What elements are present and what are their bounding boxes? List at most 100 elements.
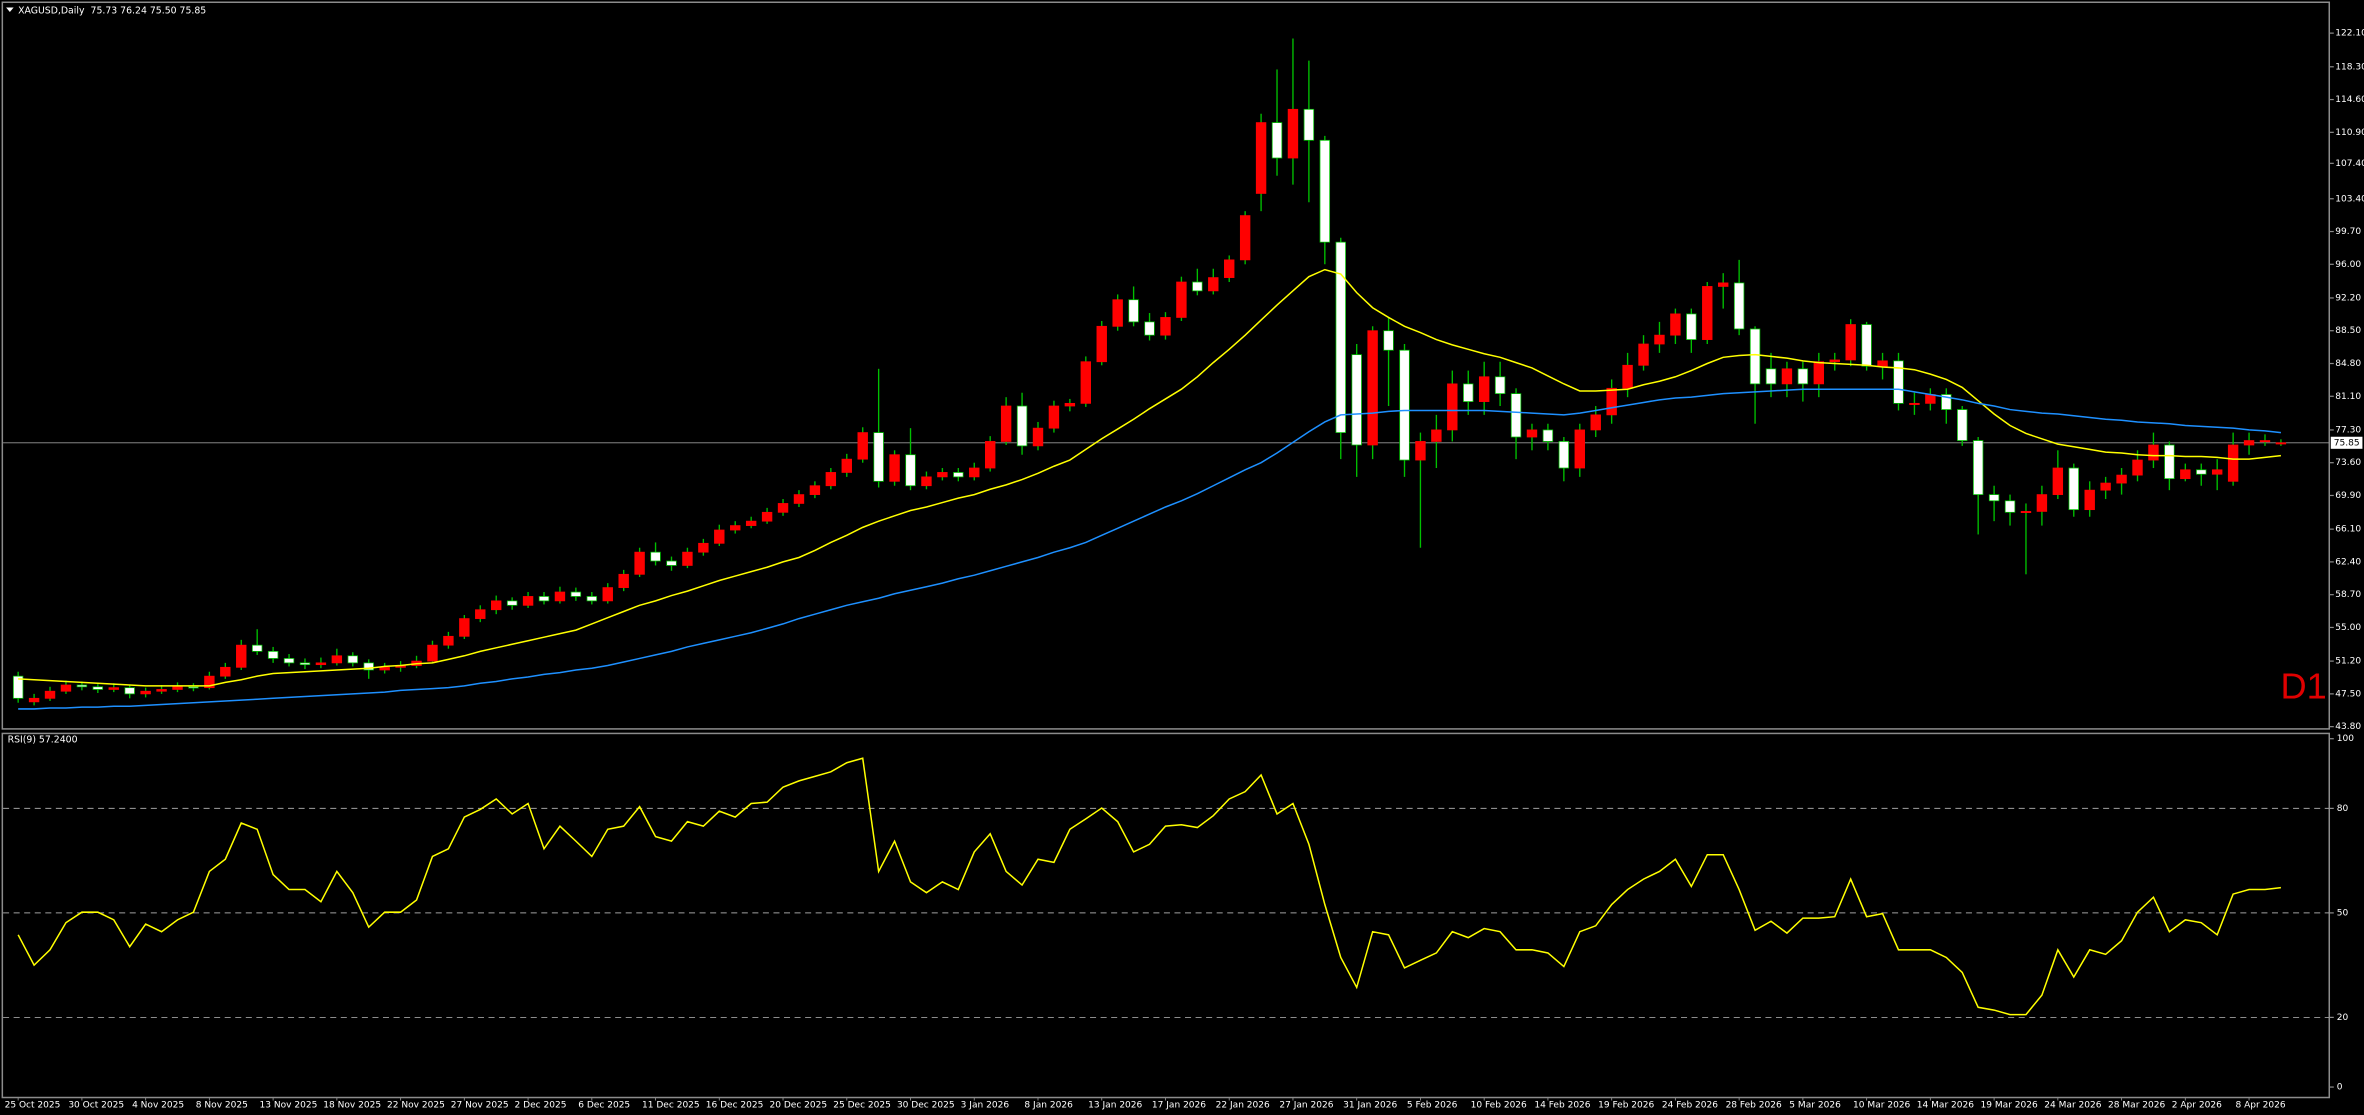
candle-body (1224, 259, 1235, 278)
y-tick-label: 110.90 (2335, 128, 2364, 138)
y-tick-label: 80 (2337, 804, 2349, 814)
y-tick-label: 100 (2337, 734, 2354, 744)
candle-body (1096, 325, 1107, 363)
candle-body (1287, 108, 1299, 159)
candle-body (905, 454, 916, 487)
candle-body (1431, 429, 1442, 442)
candle-body (1271, 122, 1283, 159)
candle-body (1829, 359, 1840, 363)
candle-body (1845, 324, 1856, 361)
x-tick-label: 24 Feb 2026 (1662, 1101, 1718, 1111)
y-tick-label: 51.20 (2335, 657, 2361, 667)
candle-body (618, 573, 629, 588)
candle-body (1128, 299, 1139, 323)
candle-body (1972, 440, 1984, 495)
candle-body (1638, 343, 1649, 366)
y-tick-label: 20 (2337, 1013, 2349, 1023)
candle-body (602, 587, 613, 602)
y-tick-label: 55.00 (2335, 623, 2361, 633)
candle-body (1670, 313, 1681, 336)
candle-body (1702, 286, 1713, 340)
candle-body (1351, 354, 1362, 446)
x-tick-label: 30 Dec 2025 (897, 1101, 955, 1111)
current-price-tag-box (2330, 436, 2363, 449)
x-tick-label: 4 Nov 2025 (132, 1101, 184, 1111)
x-tick-label: 30 Oct 2025 (68, 1101, 124, 1111)
candle-body (459, 618, 470, 637)
x-tick-label: 25 Oct 2025 (5, 1101, 61, 1111)
candle-body (1032, 427, 1044, 447)
menu-arrow[interactable] (6, 7, 14, 13)
current-price-label: 75.85 (2334, 438, 2360, 448)
x-tick-label: 3 Jan 2026 (961, 1101, 1010, 1111)
candle-body (2243, 440, 2255, 446)
candle-body (634, 551, 645, 575)
candle-body (1144, 321, 1155, 336)
rsi-title: RSI(9) 57.2400 (8, 735, 78, 746)
y-tick-label: 114.60 (2335, 95, 2364, 105)
candle-body (841, 458, 852, 473)
candle-body (1988, 494, 2000, 502)
candle-body (2180, 469, 2191, 480)
y-tick-label: 0 (2337, 1083, 2343, 1093)
candle-body (188, 686, 199, 689)
candle-body (506, 600, 518, 606)
chart-title: XAGUSD,Daily 75.73 76.24 75.50 75.85 (18, 5, 206, 16)
candle-body (1909, 402, 1920, 405)
moving-average-line (18, 268, 2282, 687)
candle-body (1941, 394, 1952, 410)
candle-body (1064, 402, 1076, 407)
x-tick-label: 31 Jan 2026 (1343, 1101, 1397, 1111)
candle-body (969, 467, 980, 478)
candle-body (2068, 467, 2079, 511)
candle-body (1574, 429, 1585, 469)
candle-body (2020, 511, 2032, 514)
y-tick-label: 107.40 (2335, 159, 2364, 169)
y-tick-label: 81.10 (2335, 392, 2361, 402)
candle-body (889, 454, 900, 482)
candle-body (857, 432, 868, 460)
moving-average-line (18, 388, 2282, 710)
candle-body (379, 666, 390, 671)
x-tick-label: 8 Nov 2025 (196, 1101, 248, 1111)
candle-body (2132, 459, 2143, 476)
x-tick-label: 2 Dec 2025 (515, 1101, 567, 1111)
candle-body (554, 591, 566, 602)
candle-body (220, 666, 231, 677)
candle-body (315, 662, 327, 666)
candle-body (1813, 361, 1825, 385)
plot-layer: 122.10 118.30 114.60 110.90 107.40 103.40 99.7… (3, 29, 2364, 1111)
y-tick-label: 50 (2337, 908, 2349, 918)
candle-body (1367, 330, 1378, 446)
candle-body (2084, 489, 2095, 511)
candle-body (475, 609, 486, 619)
y-tick-label: 96.00 (2335, 260, 2361, 270)
candle-body (1447, 383, 1458, 431)
candle-body (809, 485, 821, 495)
candle-body (108, 687, 119, 690)
candle-body (682, 551, 693, 566)
candle-body (1415, 441, 1426, 461)
y-tick-label: 88.50 (2335, 326, 2361, 336)
candle-body (1893, 360, 1904, 404)
candle-body (1399, 349, 1410, 461)
x-tick-label: 28 Feb 2026 (1726, 1101, 1782, 1111)
candle-body (1383, 330, 1394, 351)
x-tick-label: 2 Apr 2026 (2172, 1101, 2222, 1111)
candle-body (1654, 334, 1665, 345)
candle-body (666, 560, 677, 566)
x-tick-label: 10 Mar 2026 (1853, 1101, 1911, 1111)
candle-body (251, 644, 263, 652)
candle-body (1016, 405, 1028, 447)
candle-body (1303, 108, 1315, 141)
candle-body (1957, 409, 1968, 441)
candle-body (538, 596, 550, 602)
x-tick-label: 5 Mar 2026 (1789, 1101, 1841, 1111)
candle-body (1239, 215, 1251, 261)
candle-body (76, 684, 88, 688)
y-tick-label: 66.10 (2335, 525, 2361, 535)
candle-body (698, 542, 709, 553)
candle-body (1877, 360, 1888, 367)
candle-body (1765, 368, 1777, 385)
